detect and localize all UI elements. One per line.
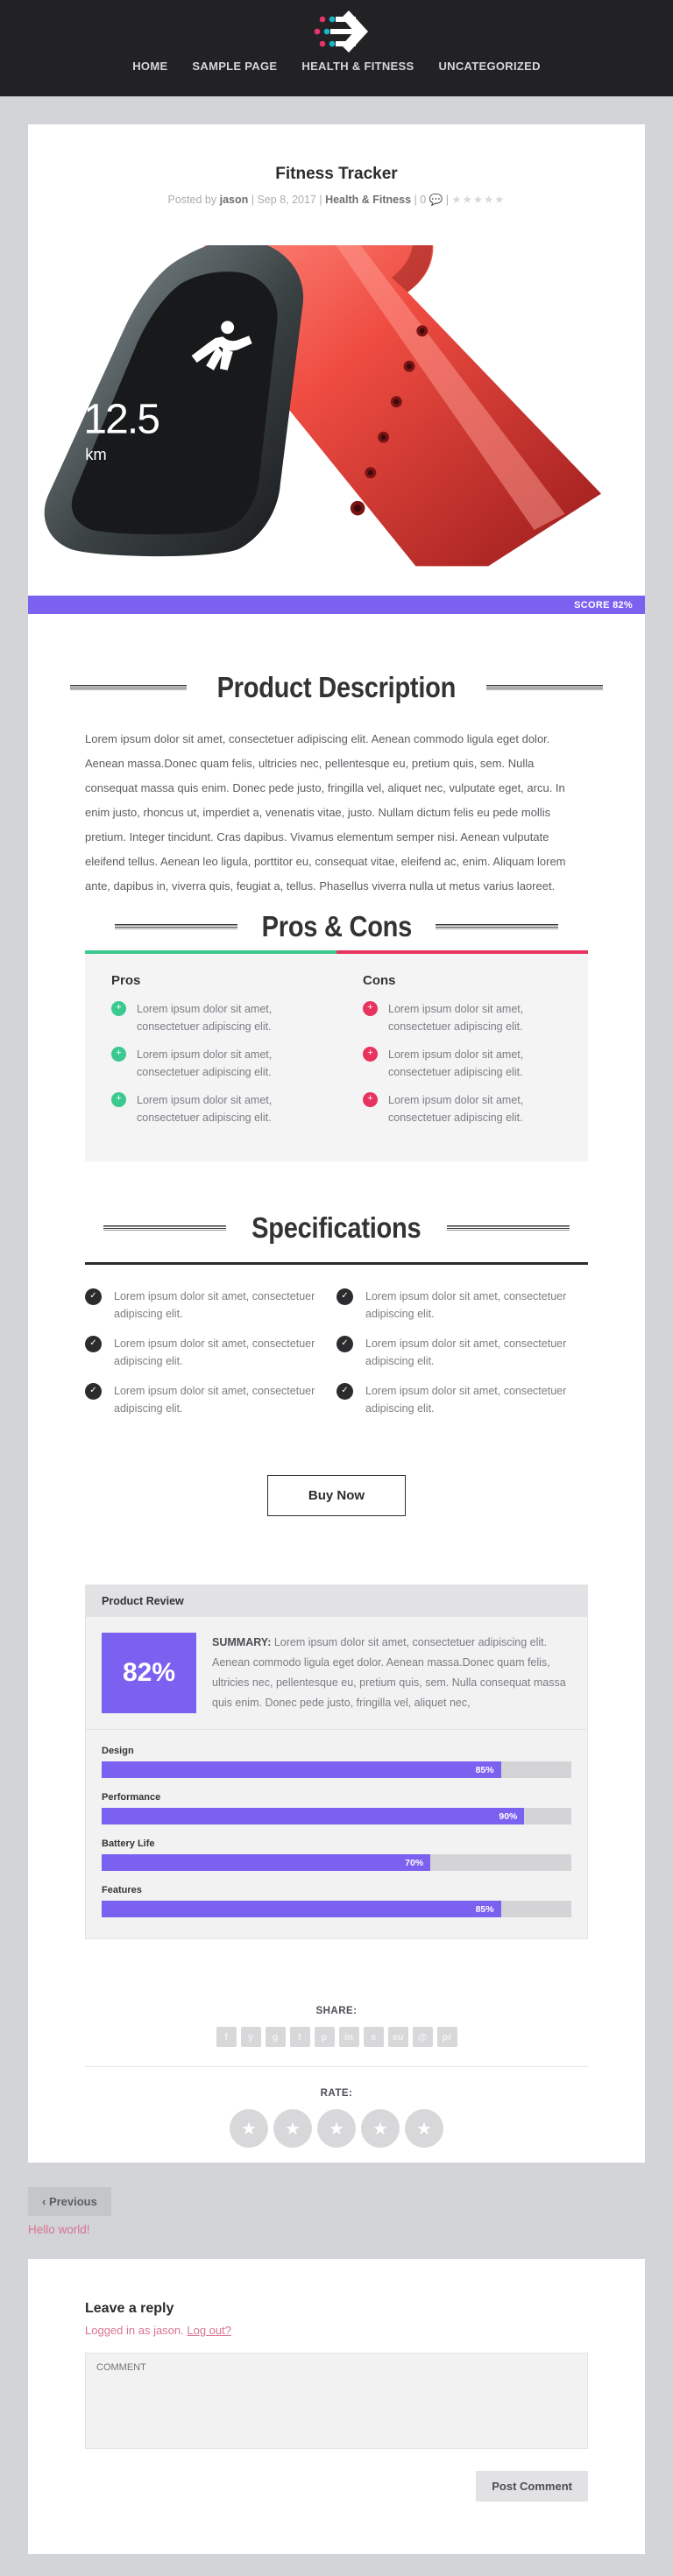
- svg-text:12.5: 12.5: [83, 397, 159, 443]
- svg-text:km: km: [85, 445, 107, 463]
